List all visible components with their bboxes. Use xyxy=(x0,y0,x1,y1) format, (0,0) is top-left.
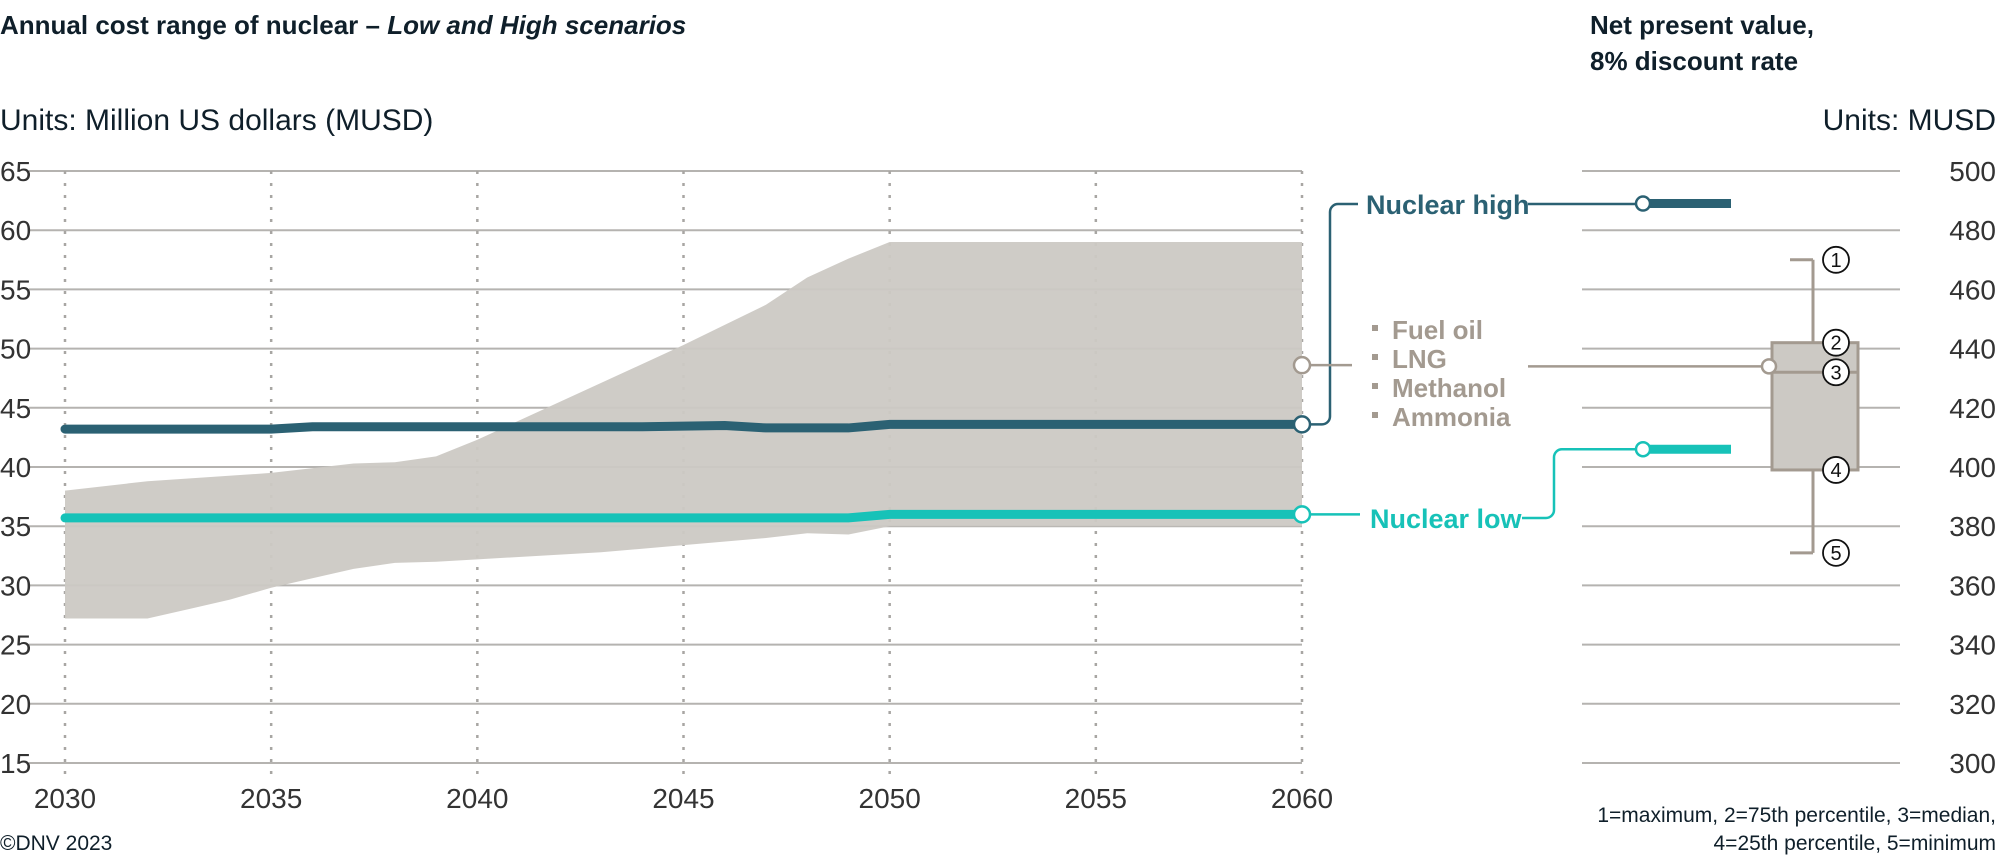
right-tick-label: 320 xyxy=(1949,689,1996,720)
nuclear-low-end-marker xyxy=(1292,505,1312,524)
y-tick-label: 30 xyxy=(0,570,31,601)
x-tick-label: 2040 xyxy=(446,783,508,814)
nuclear-high-connector xyxy=(1302,202,1358,426)
box-legend-1: 1=maximum, 2=75th percentile, 3=median, xyxy=(1597,804,1996,827)
fuel-end-marker xyxy=(1292,355,1312,375)
fuel-legend-item: Ammonia xyxy=(1392,402,1511,432)
y-tick-label: 40 xyxy=(0,452,31,483)
right-units: Units: MUSD xyxy=(1823,104,1996,137)
box-label-number: 1 xyxy=(1830,250,1841,272)
fuel-legend-item: Fuel oil xyxy=(1392,315,1483,345)
box-label-number: 2 xyxy=(1830,333,1841,355)
right-tick-label: 420 xyxy=(1949,393,1996,424)
fuel-npv-marker xyxy=(1760,358,1778,375)
right-tick-label: 340 xyxy=(1949,630,1996,661)
box-label-circle xyxy=(1822,358,1850,387)
x-tick-label: 2030 xyxy=(34,783,96,814)
box-iqr xyxy=(1770,341,1860,472)
nuclear-low-label: Nuclear low xyxy=(1370,504,1523,534)
nuclear-high-npv-marker xyxy=(1634,195,1652,212)
nuclear-high-end-marker xyxy=(1292,415,1312,434)
legend-bullet-icon xyxy=(1372,354,1378,360)
right-tick-label: 440 xyxy=(1949,334,1996,365)
x-tick-label: 2050 xyxy=(859,783,921,814)
npv-title-2: 8% discount rate xyxy=(1590,46,1798,76)
fuel-legend-item: Methanol xyxy=(1392,373,1506,403)
chart-title: Annual cost range of nuclear – Low and H… xyxy=(0,10,686,40)
right-tick-label: 400 xyxy=(1949,452,1996,483)
legend-bullet-icon xyxy=(1372,325,1378,331)
nuclear-low-npv-marker xyxy=(1634,440,1652,458)
y-tick-label: 35 xyxy=(0,511,31,542)
x-tick-label: 2035 xyxy=(240,783,302,814)
nuclear-low-line xyxy=(60,509,1307,523)
legend-bullet-icon xyxy=(1372,412,1378,418)
fuel-legend-item: LNG xyxy=(1392,344,1447,374)
box-label-number: 3 xyxy=(1830,362,1841,384)
right-tick-label: 480 xyxy=(1949,215,1996,246)
right-tick-label: 460 xyxy=(1949,274,1996,305)
box-label-circle xyxy=(1822,245,1850,274)
nuclear-high-label: Nuclear high xyxy=(1366,190,1530,220)
y-tick-label: 15 xyxy=(0,748,31,779)
x-tick-label: 2060 xyxy=(1271,783,1333,814)
y-tick-label: 45 xyxy=(0,393,31,424)
y-tick-label: 55 xyxy=(0,274,31,305)
box-label-circle xyxy=(1822,456,1850,484)
y-tick-label: 60 xyxy=(0,215,31,246)
npv-title-1: Net present value, xyxy=(1590,10,1814,40)
box-label-circle xyxy=(1822,538,1850,567)
left-units: Units: Million US dollars (MUSD) xyxy=(0,104,433,137)
y-tick-label: 50 xyxy=(0,334,31,365)
right-tick-label: 300 xyxy=(1949,748,1996,779)
box-label-number: 5 xyxy=(1830,543,1841,565)
nuclear-low-leader xyxy=(1522,447,1643,520)
nuclear-high-line xyxy=(60,419,1307,434)
right-tick-label: 380 xyxy=(1949,511,1996,542)
x-tick-label: 2055 xyxy=(1065,783,1127,814)
right-tick-label: 500 xyxy=(1949,156,1996,187)
series-lines xyxy=(60,419,1307,523)
box-label-circle xyxy=(1822,328,1850,357)
right-tick-label: 360 xyxy=(1949,570,1996,601)
box-legend-2: 4=25th percentile, 5=minimum xyxy=(1714,832,1997,855)
x-tick-label: 2045 xyxy=(652,783,714,814)
legend-bullet-icon xyxy=(1372,383,1378,389)
y-tick-label: 65 xyxy=(0,156,31,187)
box-label-number: 4 xyxy=(1830,460,1841,482)
y-tick-label: 20 xyxy=(0,689,31,720)
y-tick-label: 25 xyxy=(0,630,31,661)
copyright: ©DNV 2023 xyxy=(0,832,112,855)
npv-panel: 300 320 340 360 380 400 420 440 460 480 500 1 2 3 4 5 xyxy=(1582,156,1996,779)
